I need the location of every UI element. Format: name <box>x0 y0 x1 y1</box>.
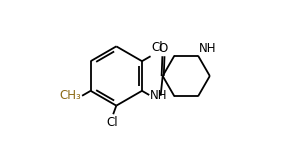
Text: Cl: Cl <box>151 41 163 54</box>
Text: O: O <box>159 42 168 55</box>
Text: NH: NH <box>150 89 167 102</box>
Text: CH₃: CH₃ <box>60 89 81 102</box>
Text: NH: NH <box>199 42 217 55</box>
Text: Cl: Cl <box>107 116 118 129</box>
